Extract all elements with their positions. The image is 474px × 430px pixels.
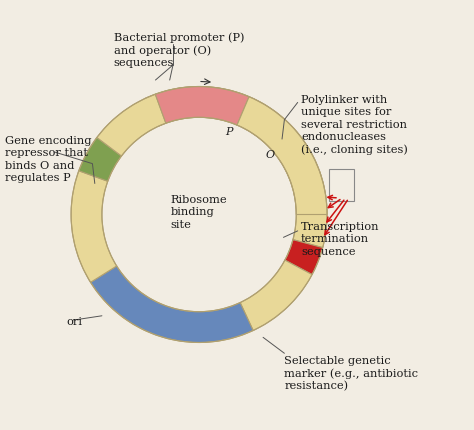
Polygon shape <box>240 261 312 331</box>
Text: Gene encoding
repressor that
binds O and
regulates P: Gene encoding repressor that binds O and… <box>5 135 91 183</box>
Polygon shape <box>218 90 249 126</box>
Text: ori: ori <box>66 316 82 326</box>
Polygon shape <box>273 133 321 185</box>
Polygon shape <box>155 87 249 126</box>
Text: Polylinker with
unique sites for
several restriction
endonucleases
(i.e., clonin: Polylinker with unique sites for several… <box>301 95 408 155</box>
Polygon shape <box>255 111 297 153</box>
Text: P: P <box>226 126 233 136</box>
Text: Ribosome
binding
site: Ribosome binding site <box>171 194 228 229</box>
Text: Bacterial promoter (P)
and operator (O)
sequences: Bacterial promoter (P) and operator (O) … <box>114 32 244 68</box>
Text: Selectable genetic
marker (e.g., antibiotic
resistance): Selectable genetic marker (e.g., antibio… <box>284 355 419 390</box>
Text: O: O <box>265 150 274 160</box>
Polygon shape <box>237 98 273 135</box>
Polygon shape <box>91 266 253 343</box>
Polygon shape <box>97 95 166 157</box>
Polygon shape <box>71 171 117 283</box>
Polygon shape <box>293 197 327 248</box>
Polygon shape <box>292 175 326 202</box>
Polygon shape <box>79 138 121 182</box>
Text: Transcription
termination
sequence: Transcription termination sequence <box>301 221 380 256</box>
Polygon shape <box>145 87 224 127</box>
Polygon shape <box>237 98 327 215</box>
Polygon shape <box>285 240 323 275</box>
